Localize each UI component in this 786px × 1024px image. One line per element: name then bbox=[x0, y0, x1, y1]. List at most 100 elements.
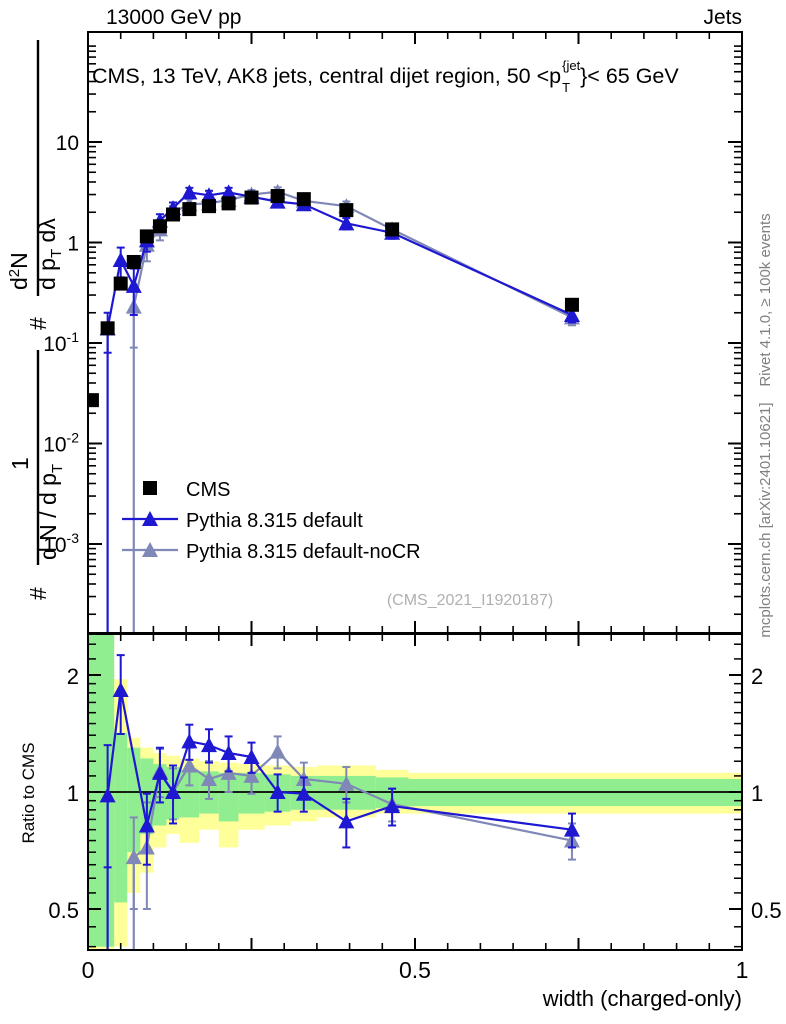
main-plot-title: CMS, 13 TeV, AK8 jets, central dijet reg… bbox=[92, 58, 679, 95]
data-marker-triangle bbox=[112, 251, 129, 267]
data-marker-square bbox=[89, 393, 99, 408]
ratio-band-inner bbox=[179, 769, 200, 818]
ratio-marker-triangle bbox=[181, 733, 198, 749]
data-marker-square bbox=[339, 203, 354, 218]
y-tick-label: 10-3 bbox=[43, 530, 79, 557]
ratio-marker-triangle bbox=[138, 817, 155, 833]
main-panel: 10 1 10-1 10-2 10-3 bbox=[43, 31, 743, 634]
data-marker-square bbox=[201, 199, 216, 214]
rivet-version-label: Rivet 4.1.0, ≥ 100k events bbox=[757, 213, 774, 386]
legend-entry[interactable]: Pythia 8.315 default bbox=[122, 510, 363, 532]
ratio-marker-triangle bbox=[220, 764, 237, 780]
ratio-axis-label: Ratio to CMS bbox=[19, 742, 38, 843]
ratio-marker-triangle bbox=[99, 787, 116, 803]
ratio-marker-triangle bbox=[181, 757, 198, 773]
legend: CMS Pythia 8.315 default Pythia 8.315 defa… bbox=[122, 479, 421, 563]
data-marker-triangle bbox=[338, 215, 355, 231]
mcplots-source-label: mcplots.cern.ch [arXiv:2401.10621] bbox=[757, 402, 774, 637]
legend-marker-triangle bbox=[142, 511, 158, 526]
x-tick-label: 1 bbox=[736, 957, 749, 983]
series-default bbox=[99, 184, 580, 632]
title-subscript: T bbox=[562, 80, 570, 95]
x-tick-label: 0 bbox=[82, 957, 95, 983]
ratio-marker-triangle bbox=[125, 849, 142, 865]
ratio-band-inner bbox=[114, 732, 128, 903]
data-marker-square bbox=[152, 219, 167, 234]
y-label-numerator: d2N bbox=[6, 252, 32, 290]
data-marker-triangle bbox=[220, 184, 237, 200]
y-axis-label: d2N d pT dλ #1d N / d pT # bbox=[6, 40, 66, 600]
data-marker-triangle bbox=[125, 277, 142, 293]
y-tick-label: 10 bbox=[56, 132, 79, 155]
ratio-marker-triangle bbox=[220, 744, 237, 760]
data-marker-square bbox=[100, 321, 115, 336]
legend-marker-triangle bbox=[142, 542, 158, 557]
legend-entry[interactable]: CMS bbox=[143, 479, 230, 501]
ratio-marker-triangle bbox=[269, 784, 286, 799]
ratio-marker-triangle bbox=[384, 798, 401, 814]
data-marker-square bbox=[385, 222, 400, 237]
ratio-y-tick-label-right: 1 bbox=[751, 781, 763, 806]
data-marker-square bbox=[270, 189, 285, 204]
data-marker-triangle bbox=[200, 187, 217, 203]
ratio-band-inner bbox=[89, 635, 115, 947]
analysis-category-label: Jets bbox=[703, 6, 742, 29]
ratio-y-tick-label: 0.5 bbox=[48, 898, 79, 923]
data-marker-square bbox=[296, 192, 311, 207]
data-marker-triangle bbox=[563, 306, 580, 322]
ratio-panel: 2 2 1 1 0.5 0.5 0 0.5 1 bbox=[48, 633, 782, 983]
y-label-denominator: d pT dλ bbox=[34, 218, 65, 290]
x-axis-label: width (charged-only) bbox=[542, 986, 742, 1011]
data-marker-square bbox=[126, 254, 141, 269]
ratio-marker-triangle bbox=[269, 743, 286, 759]
ratio-marker-triangle bbox=[338, 813, 355, 829]
data-marker-square bbox=[221, 196, 236, 211]
data-marker-square bbox=[166, 207, 181, 222]
y-tick-label: 10-1 bbox=[43, 329, 79, 356]
svg-text:CMS, 13 TeV, AK8 jets, central: CMS, 13 TeV, AK8 jets, central dijet reg… bbox=[92, 64, 561, 88]
ratio-marker-triangle bbox=[563, 821, 580, 837]
data-marker-square bbox=[182, 202, 197, 217]
ratio-y-tick-label: 1 bbox=[67, 781, 79, 806]
x-tick-label: 0.5 bbox=[399, 957, 431, 983]
ratio-marker-triangle bbox=[112, 681, 129, 697]
y-label-hash-2: # bbox=[25, 587, 51, 600]
beam-energy-label: 13000 GeV pp bbox=[106, 6, 241, 29]
y-label-one: 1 bbox=[7, 457, 33, 470]
legend-label: Pythia 8.315 default-noCR bbox=[186, 541, 421, 563]
ratio-line bbox=[106, 689, 573, 831]
series-cms bbox=[89, 189, 579, 408]
ratio-marker-triangle bbox=[200, 737, 217, 753]
data-marker-square bbox=[244, 190, 259, 205]
ratio-marker-triangle bbox=[338, 775, 355, 791]
analysis-id-watermark: (CMS_2021_I1920187) bbox=[387, 592, 553, 609]
series-noCR bbox=[125, 183, 580, 632]
data-marker-square bbox=[564, 297, 579, 312]
ratio-marker-triangle bbox=[243, 749, 260, 765]
ratio-marker-triangle bbox=[200, 771, 217, 787]
y-label-dn-dpt: d N / d pT bbox=[35, 464, 66, 560]
ratio-y-tick-label-right: 0.5 bbox=[751, 898, 782, 923]
data-marker-triangle bbox=[181, 184, 198, 200]
y-label-hash-1: # bbox=[25, 317, 51, 330]
ratio-marker-triangle bbox=[243, 767, 260, 783]
legend-label: CMS bbox=[186, 479, 230, 501]
ratio-marker-triangle bbox=[151, 764, 168, 780]
ratio-series-default bbox=[99, 654, 580, 949]
ratio-band-inner bbox=[218, 772, 239, 822]
ratio-marker-triangle bbox=[165, 784, 182, 799]
ratio-y-tick-label: 2 bbox=[67, 664, 79, 689]
legend-marker-square bbox=[143, 481, 157, 495]
ratio-data-area bbox=[89, 635, 741, 949]
y-tick-label: 1 bbox=[67, 233, 79, 256]
y-tick-label: 10-2 bbox=[43, 430, 79, 457]
title-tail: }< 65 GeV bbox=[580, 64, 679, 88]
data-marker-square bbox=[139, 229, 154, 244]
main-data-area bbox=[89, 183, 580, 632]
legend-label: Pythia 8.315 default bbox=[186, 510, 363, 532]
legend-entry[interactable]: Pythia 8.315 default-noCR bbox=[122, 541, 421, 563]
title-superscript: {jet bbox=[562, 58, 580, 73]
ratio-marker-triangle bbox=[295, 785, 312, 801]
